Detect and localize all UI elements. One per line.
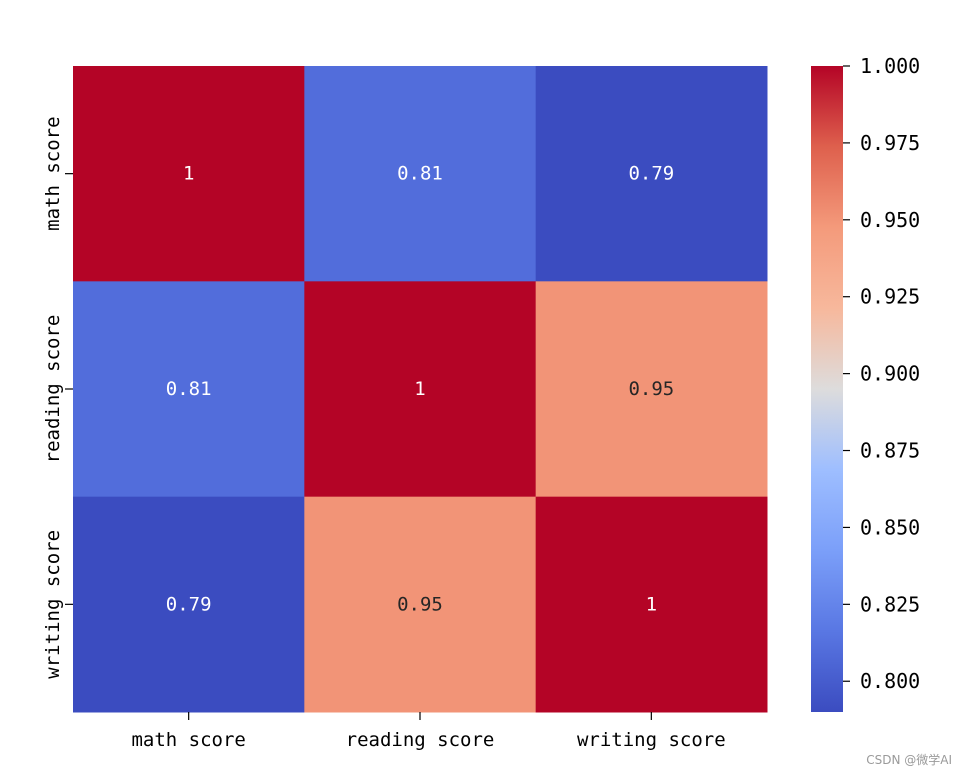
cell-label-r2-c0: 0.79 bbox=[166, 593, 212, 615]
colorbar-tick-label: 0.800 bbox=[860, 669, 920, 693]
x-tick-label: writing score bbox=[577, 729, 726, 751]
heatmap-cell-labels: 1 0.81 0.79 0.81 1 0.95 0.79 0.95 1 bbox=[166, 163, 674, 616]
heatmap-cell-r2-c0 bbox=[73, 496, 305, 713]
cell-label-r0-c2: 0.79 bbox=[628, 163, 674, 185]
y-tick-label: reading score bbox=[42, 315, 64, 464]
colorbar bbox=[811, 66, 843, 712]
x-axis: math score reading score writing score bbox=[131, 712, 726, 751]
heatmap-cell-r0-c1 bbox=[304, 66, 537, 282]
y-axis: math score reading score writing score bbox=[42, 116, 73, 679]
heatmap-cell-r1-c1 bbox=[304, 281, 537, 498]
colorbar-tick-label: 0.975 bbox=[860, 131, 920, 155]
colorbar-tick-label: 0.900 bbox=[860, 362, 920, 386]
watermark: CSDN @微学AI bbox=[866, 753, 952, 767]
heatmap-cell-r1-c2 bbox=[535, 281, 768, 498]
cell-label-r0-c0: 1 bbox=[183, 163, 194, 185]
heatmap-cell-r1-c0 bbox=[73, 281, 305, 498]
cell-label-r0-c1: 0.81 bbox=[397, 163, 443, 185]
colorbar-tick-label: 1.000 bbox=[860, 54, 920, 78]
x-tick-label: math score bbox=[131, 729, 245, 751]
colorbar-tick-label: 0.850 bbox=[860, 515, 920, 539]
heatmap-cell-r0-c2 bbox=[535, 66, 768, 282]
colorbar-tick-label: 0.825 bbox=[860, 592, 920, 616]
heatmap-cells bbox=[73, 66, 768, 713]
colorbar-tick-label: 0.925 bbox=[860, 285, 920, 309]
x-tick-label: reading score bbox=[346, 729, 495, 751]
cell-label-r2-c1: 0.95 bbox=[397, 593, 443, 615]
heatmap-cell-r2-c1 bbox=[304, 496, 537, 713]
heatmap-cell-r2-c2 bbox=[535, 496, 768, 713]
cell-label-r2-c2: 1 bbox=[646, 593, 657, 615]
colorbar-tick-label: 0.950 bbox=[860, 208, 920, 232]
y-tick-label: math score bbox=[42, 116, 64, 230]
cell-label-r1-c1: 1 bbox=[414, 378, 425, 400]
colorbar-ticks: 0.800 0.825 0.850 0.875 0.900 0.925 0.950 0.975… bbox=[843, 54, 920, 693]
cell-label-r1-c0: 0.81 bbox=[166, 378, 212, 400]
y-tick-label: writing score bbox=[42, 530, 64, 679]
cell-label-r1-c2: 0.95 bbox=[628, 378, 674, 400]
colorbar-tick-label: 0.875 bbox=[860, 439, 920, 463]
heatmap-cell-r0-c0 bbox=[73, 66, 305, 282]
